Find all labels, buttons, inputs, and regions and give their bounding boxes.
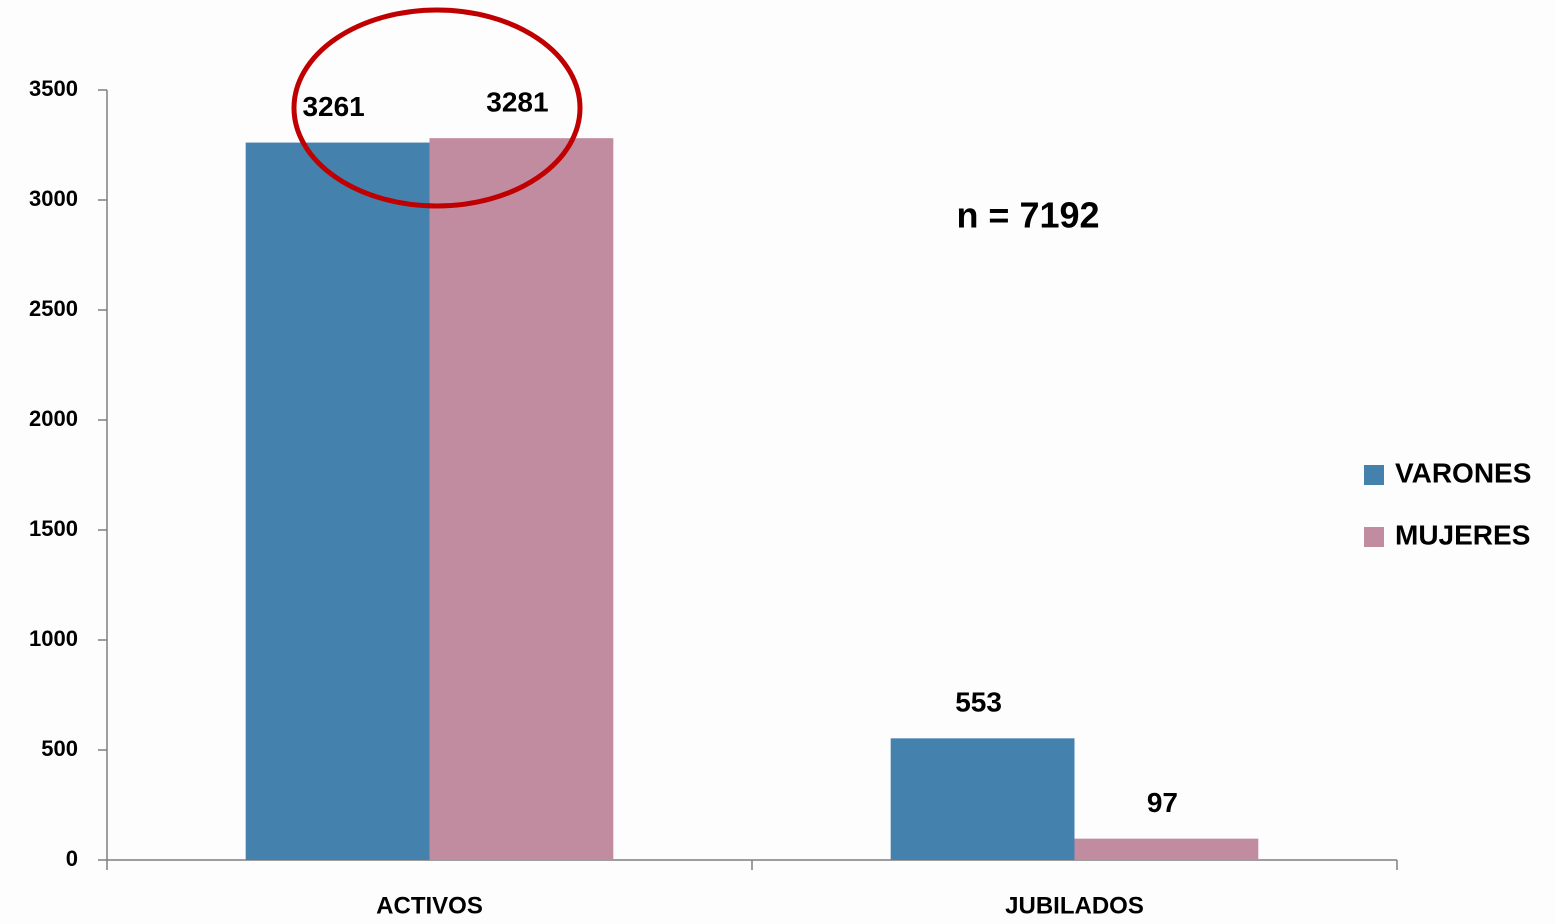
legend-label: MUJERES: [1395, 519, 1530, 550]
y-tick-label: 1500: [29, 516, 78, 541]
y-tick-label: 0: [66, 846, 78, 871]
data-label: 3281: [486, 87, 548, 118]
legend-label: VARONES: [1395, 457, 1531, 488]
legend-swatch: [1364, 527, 1384, 547]
y-tick-label: 2000: [29, 406, 78, 431]
y-tick-label: 3000: [29, 186, 78, 211]
x-tick-label: ACTIVOS: [376, 892, 483, 919]
data-label: 3261: [302, 91, 364, 122]
y-tick-label: 1000: [29, 626, 78, 651]
bar: [429, 138, 614, 860]
highlight-circle: [291, 7, 583, 209]
bar: [245, 142, 430, 860]
legend-swatch: [1364, 465, 1384, 485]
y-tick-label: 3500: [29, 76, 78, 101]
annotation: n = 7192: [956, 195, 1099, 236]
bar: [1074, 838, 1259, 860]
data-label: 97: [1147, 787, 1178, 818]
data-label: 553: [955, 687, 1002, 718]
x-tick-label: JUBILADOS: [1005, 892, 1144, 919]
bar: [890, 738, 1075, 860]
y-tick-label: 500: [41, 736, 78, 761]
y-tick-label: 2500: [29, 296, 78, 321]
